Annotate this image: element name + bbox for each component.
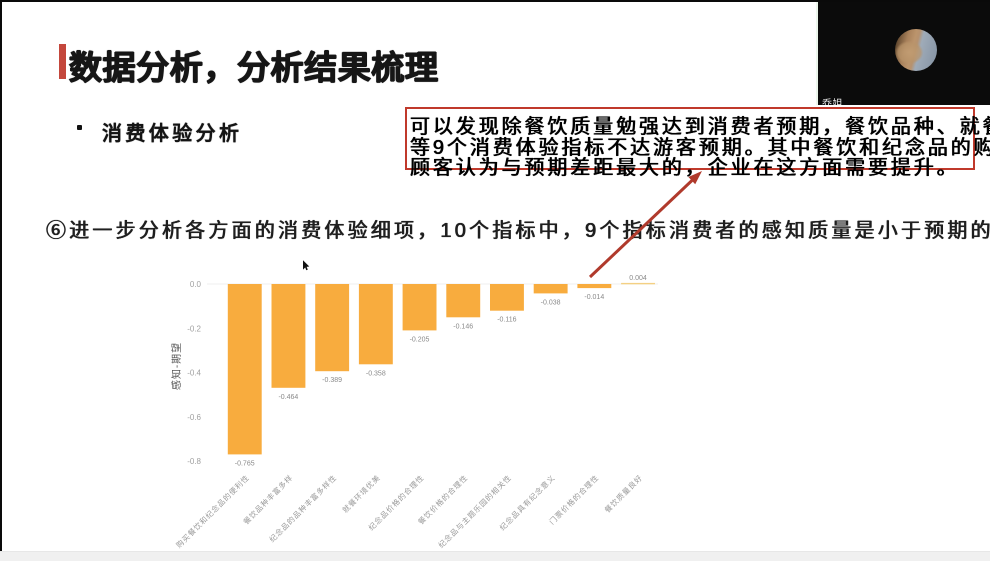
- svg-text:餐饮质量良好: 餐饮质量良好: [602, 472, 644, 514]
- svg-text:-0.038: -0.038: [541, 299, 561, 306]
- svg-text:-0.4: -0.4: [187, 369, 201, 378]
- svg-text:-0.358: -0.358: [366, 370, 386, 377]
- svg-text:-0.6: -0.6: [187, 413, 201, 422]
- svg-text:-0.464: -0.464: [278, 394, 298, 401]
- svg-text:-0.765: -0.765: [235, 460, 255, 467]
- svg-text:购买餐饮和纪念品的便利性: 购买餐饮和纪念品的便利性: [174, 472, 252, 550]
- svg-text:感知-期望: 感知-期望: [170, 342, 183, 390]
- svg-text:-0.2: -0.2: [187, 324, 201, 333]
- svg-text:-0.116: -0.116: [497, 317, 516, 324]
- svg-text:就餐环境优美: 就餐环境优美: [340, 472, 382, 514]
- svg-text:-0.014: -0.014: [584, 294, 604, 301]
- svg-text:-0.205: -0.205: [410, 336, 430, 343]
- svg-text:-0.8: -0.8: [187, 457, 201, 466]
- svg-text:-0.389: -0.389: [322, 377, 342, 384]
- svg-text:0.004: 0.004: [629, 275, 647, 282]
- svg-text:-0.146: -0.146: [453, 323, 473, 330]
- svg-text:0.0: 0.0: [190, 280, 202, 289]
- svg-text:纪念品与主题乐园的相关性: 纪念品与主题乐园的相关性: [436, 472, 514, 550]
